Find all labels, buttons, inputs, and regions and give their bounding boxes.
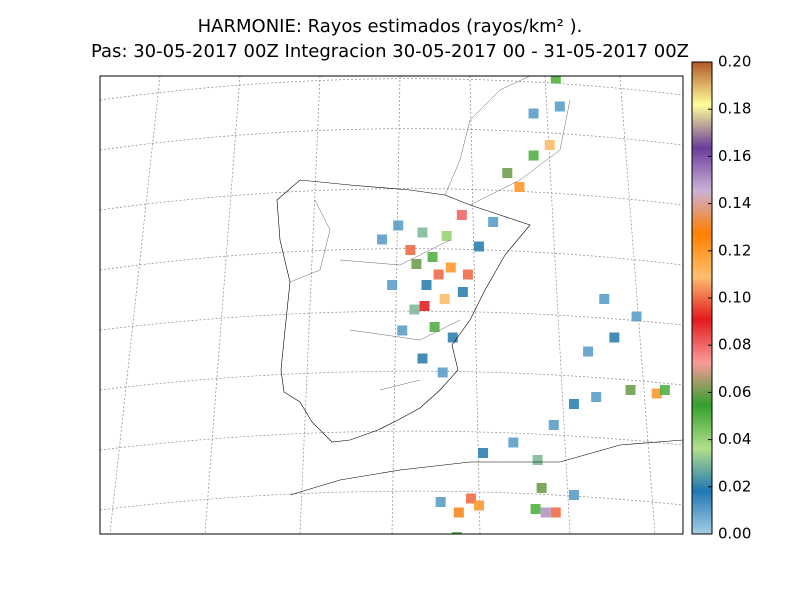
lightning-cell bbox=[536, 483, 547, 493]
lightning-cell bbox=[377, 234, 388, 245]
lightning-cell bbox=[631, 311, 642, 322]
lightning-cell bbox=[417, 353, 428, 364]
lightning-cell bbox=[474, 500, 485, 511]
graticule bbox=[100, 76, 683, 534]
borders bbox=[289, 76, 571, 391]
colorbar-tick-label: 0.02 bbox=[718, 477, 751, 495]
lightning-cell bbox=[439, 294, 450, 304]
lightning-cell bbox=[540, 507, 551, 518]
colorbar-tick-label: 0.14 bbox=[718, 194, 751, 212]
lightning-cell bbox=[397, 325, 408, 336]
lightning-cell bbox=[528, 150, 539, 161]
lightning-cell bbox=[437, 367, 448, 378]
lightning-cell bbox=[445, 262, 456, 273]
lightning-cell bbox=[651, 388, 662, 399]
lightning-cell bbox=[456, 210, 467, 220]
lightning-cell bbox=[419, 301, 430, 311]
colorbar-tick-label: 0.08 bbox=[718, 336, 751, 354]
lightning-cell bbox=[429, 322, 440, 332]
lightning-cell bbox=[421, 280, 432, 290]
lightning-cell bbox=[502, 168, 513, 178]
africa-coast bbox=[289, 439, 683, 496]
colorbar-tick-label: 0.12 bbox=[718, 241, 751, 259]
lightning-cell bbox=[609, 332, 620, 343]
lightning-cell bbox=[625, 385, 636, 395]
map-area bbox=[100, 76, 683, 534]
cells bbox=[377, 76, 670, 534]
lightning-cell bbox=[478, 448, 489, 458]
colorbar-tick-label: 0.16 bbox=[718, 147, 751, 165]
colorbar-tick-label: 0.20 bbox=[718, 53, 751, 71]
colorbar-tick-label: 0.10 bbox=[718, 289, 751, 307]
lightning-cell bbox=[530, 504, 541, 514]
lightning-cell bbox=[427, 252, 438, 262]
lightning-cell bbox=[568, 490, 579, 500]
lightning-cell bbox=[488, 217, 499, 227]
lightning-cell bbox=[554, 101, 565, 112]
lightning-cell bbox=[591, 392, 602, 402]
lightning-cell bbox=[462, 269, 473, 280]
colorbar-tick-label: 0.04 bbox=[718, 430, 751, 448]
lightning-cell bbox=[447, 332, 458, 343]
iberia-coast bbox=[276, 179, 531, 443]
lightning-cell bbox=[544, 140, 555, 150]
lightning-cell bbox=[417, 227, 428, 238]
title: HARMONIE: Rayos estimados (rayos/km² ). bbox=[198, 16, 583, 37]
lightning-cell bbox=[514, 182, 525, 192]
lightning-cell bbox=[583, 346, 594, 357]
lightning-cell bbox=[453, 507, 464, 518]
lightning-cell bbox=[435, 497, 446, 507]
map-frame bbox=[99, 75, 684, 535]
lightning-cell bbox=[532, 455, 543, 465]
lightning-cell bbox=[451, 532, 462, 534]
colorbar-tick-label: 0.06 bbox=[718, 383, 751, 401]
lightning-cell bbox=[465, 493, 476, 504]
lightning-cell bbox=[528, 108, 539, 119]
lightning-cell bbox=[409, 304, 420, 315]
colorbar-tick-label: 0.18 bbox=[718, 100, 751, 118]
lightning-cell bbox=[411, 259, 422, 269]
subtitle: Pas: 30-05-2017 00Z Integracion 30-05-20… bbox=[91, 41, 689, 62]
lightning-cell bbox=[599, 294, 610, 304]
lightning-cell bbox=[433, 269, 444, 280]
lightning-cell bbox=[548, 420, 559, 430]
lightning-cell bbox=[387, 280, 398, 290]
lightning-cell bbox=[568, 399, 579, 409]
lightning-cell bbox=[405, 245, 416, 255]
lightning-cell bbox=[441, 231, 452, 241]
lightning-cell bbox=[508, 437, 519, 448]
lightning-cell bbox=[550, 507, 561, 518]
lightning-cell bbox=[550, 76, 561, 84]
lightning-cell bbox=[474, 241, 485, 252]
lightning-cell bbox=[659, 385, 670, 395]
colorbar-tick-label: 0.00 bbox=[718, 525, 751, 543]
lightning-cell bbox=[393, 220, 404, 231]
lightning-cell bbox=[457, 287, 468, 297]
